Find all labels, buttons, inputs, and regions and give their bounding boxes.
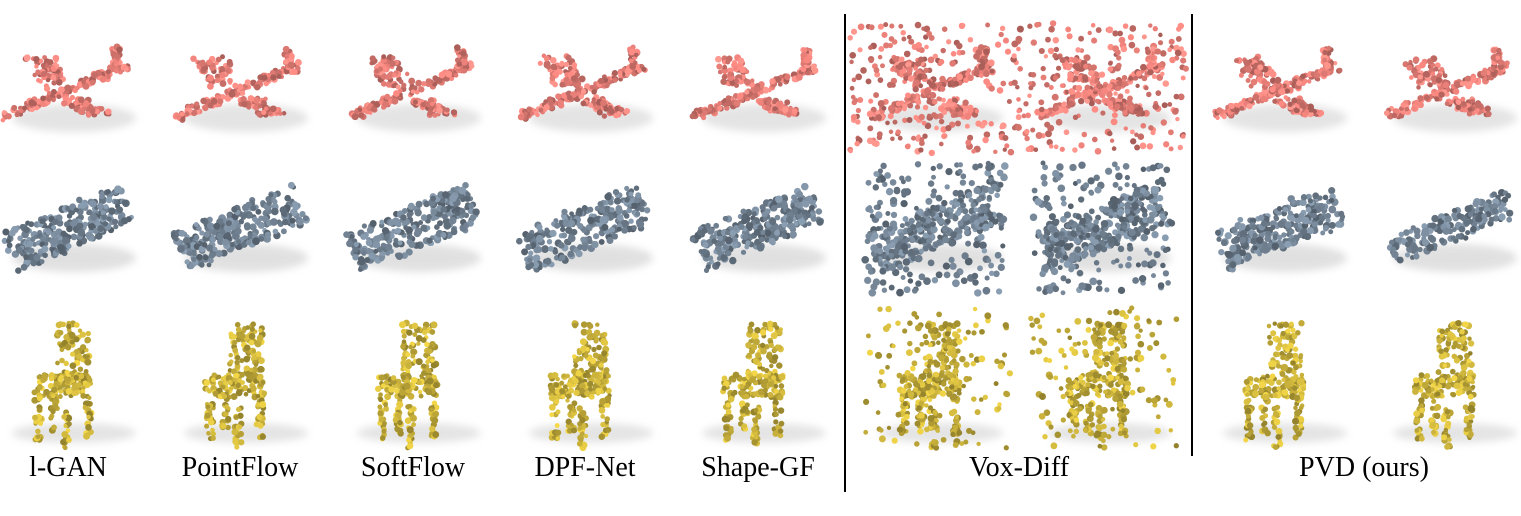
label-shapegf: Shape-GF <box>701 452 815 483</box>
chair-shadow <box>1223 423 1347 443</box>
chair-cloud-3 <box>357 319 481 451</box>
car-cloud-1 <box>1 185 136 274</box>
divider-right <box>1191 14 1193 456</box>
airplane-cloud-5 <box>689 47 826 132</box>
chair-cloud-2 <box>184 321 308 450</box>
airplane-cloud-4 <box>517 44 653 132</box>
chair-shadow <box>702 423 826 443</box>
label-pointflow: PointFlow <box>181 452 299 483</box>
chair-shadow <box>529 423 653 443</box>
chair-shadow <box>12 423 136 443</box>
label-pvd: PVD (ours) <box>1299 452 1429 483</box>
car-cloud-3 <box>343 182 481 272</box>
airplane-cloud-3 <box>348 44 481 132</box>
label-dpfnet: DPF-Net <box>534 452 636 483</box>
divider-left <box>844 14 846 492</box>
chair-cloud-4 <box>529 320 653 452</box>
car-shadow <box>529 244 653 272</box>
car-cloud-4 <box>516 185 653 273</box>
car-cloud-5 <box>689 182 826 273</box>
label-softflow: SoftFlow <box>360 452 466 483</box>
car-cloud-8 <box>1215 187 1347 273</box>
label-voxdiff: Vox-Diff <box>968 452 1070 483</box>
airplane-shadow <box>357 104 481 132</box>
chair-cloud-7 <box>1028 305 1180 451</box>
chair-shadow <box>879 423 1003 443</box>
chair-cloud-9 <box>1393 319 1517 450</box>
chair-cloud-8 <box>1223 320 1347 450</box>
airplane-cloud-1 <box>0 43 136 132</box>
airplane-cloud-9 <box>1383 46 1517 132</box>
car-cloud-6 <box>861 160 1009 297</box>
chair-shadow <box>1393 423 1517 443</box>
car-cloud-7 <box>1029 160 1176 296</box>
car-cloud-2 <box>170 181 311 272</box>
airplane-cloud-8 <box>1212 45 1347 132</box>
airplane-cloud-6 <box>847 21 1022 157</box>
car-cloud-9 <box>1386 188 1517 272</box>
chair-shadow <box>357 423 481 443</box>
chair-cloud-6 <box>863 305 1014 451</box>
car-shadow <box>702 244 826 272</box>
chair-cloud-1 <box>12 320 136 451</box>
label-lgan: l-GAN <box>29 452 107 483</box>
airplane-cloud-7 <box>1015 20 1189 155</box>
chair-shadow <box>1047 423 1171 443</box>
chair-shadow <box>184 423 308 443</box>
chair-cloud-5 <box>702 320 826 447</box>
airplane-cloud-2 <box>172 45 308 132</box>
